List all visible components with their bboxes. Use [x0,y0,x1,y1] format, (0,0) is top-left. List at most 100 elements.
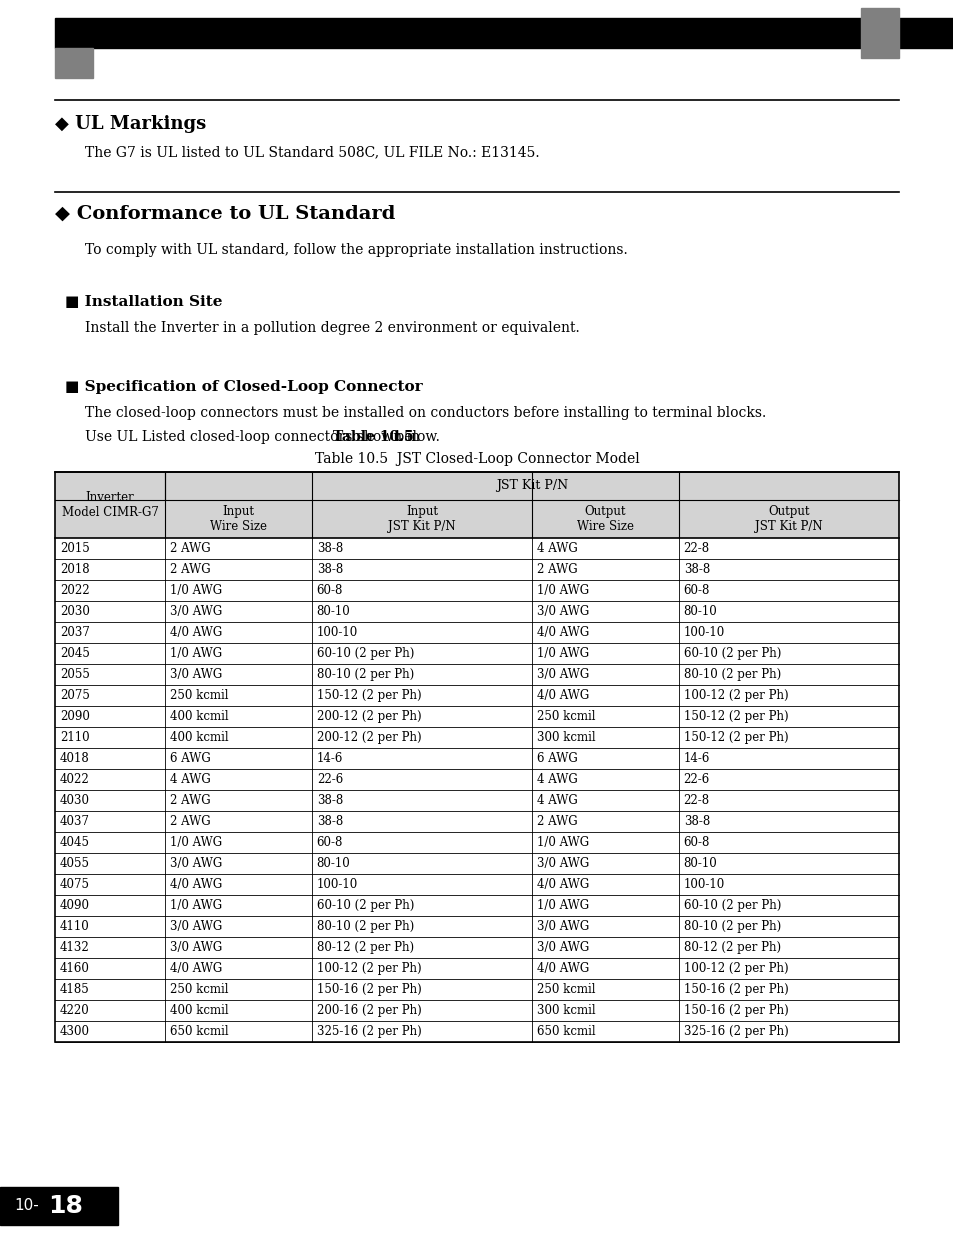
Text: 4/0 AWG: 4/0 AWG [170,962,222,974]
Text: 3/0 AWG: 3/0 AWG [537,941,589,953]
Text: 2 AWG: 2 AWG [170,794,211,806]
Text: 60-8: 60-8 [683,836,709,848]
Text: 2030: 2030 [60,605,90,618]
Text: 4/0 AWG: 4/0 AWG [170,878,222,890]
Text: 3/0 AWG: 3/0 AWG [170,605,222,618]
Text: 14-6: 14-6 [683,752,709,764]
Text: 4/0 AWG: 4/0 AWG [537,878,589,890]
Text: 4/0 AWG: 4/0 AWG [537,689,589,701]
Text: 6 AWG: 6 AWG [537,752,578,764]
Text: JST Kit P/N: JST Kit P/N [496,479,568,493]
Text: Install the Inverter in a pollution degree 2 environment or equivalent.: Install the Inverter in a pollution degr… [85,321,579,335]
Text: 325-16 (2 per Ph): 325-16 (2 per Ph) [316,1025,421,1037]
Text: ◆ Conformance to UL Standard: ◆ Conformance to UL Standard [55,205,395,224]
Text: 80-10 (2 per Ph): 80-10 (2 per Ph) [316,668,414,680]
Text: Input
Wire Size: Input Wire Size [210,505,267,534]
Bar [55,19,953,48]
Text: 2037: 2037 [60,626,90,638]
Text: 400 kcmil: 400 kcmil [170,1004,229,1016]
Text: 80-10: 80-10 [316,857,350,869]
Text: 4090: 4090 [60,899,90,911]
Text: 4030: 4030 [60,794,90,806]
Text: 4055: 4055 [60,857,90,869]
Text: 4160: 4160 [60,962,90,974]
Text: 400 kcmil: 400 kcmil [170,710,229,722]
Text: 80-10: 80-10 [316,605,350,618]
Text: 60-8: 60-8 [316,836,343,848]
Text: Input
JST Kit P/N: Input JST Kit P/N [388,505,456,534]
Text: 150-16 (2 per Ph): 150-16 (2 per Ph) [683,983,787,995]
Text: 100-10: 100-10 [316,878,357,890]
Text: 80-10: 80-10 [683,857,717,869]
Text: 4300: 4300 [60,1025,90,1037]
Bar [55,472,898,500]
Text: 150-16 (2 per Ph): 150-16 (2 per Ph) [316,983,421,995]
Text: 22-6: 22-6 [683,773,709,785]
Text: 4075: 4075 [60,878,90,890]
Text: 3/0 AWG: 3/0 AWG [170,668,222,680]
Text: 2090: 2090 [60,710,90,722]
Text: 2075: 2075 [60,689,90,701]
Text: 3/0 AWG: 3/0 AWG [170,857,222,869]
Text: 4 AWG: 4 AWG [537,773,578,785]
Text: 650 kcmil: 650 kcmil [170,1025,229,1037]
Text: below.: below. [391,430,439,445]
Text: 22-6: 22-6 [316,773,343,785]
Text: 4110: 4110 [60,920,90,932]
Text: 200-16 (2 per Ph): 200-16 (2 per Ph) [316,1004,421,1016]
Text: 150-12 (2 per Ph): 150-12 (2 per Ph) [683,731,787,743]
Text: 650 kcmil: 650 kcmil [537,1025,595,1037]
Text: 60-10 (2 per Ph): 60-10 (2 per Ph) [316,899,414,911]
Text: 250 kcmil: 250 kcmil [170,983,229,995]
Text: 38-8: 38-8 [316,815,343,827]
Bar [0,1187,118,1225]
Text: Table 10.5: Table 10.5 [333,430,414,445]
Text: 80-10 (2 per Ph): 80-10 (2 per Ph) [683,668,781,680]
Text: 100-10: 100-10 [316,626,357,638]
Text: 80-10: 80-10 [683,605,717,618]
Text: 250 kcmil: 250 kcmil [170,689,229,701]
Text: 38-8: 38-8 [316,563,343,576]
Text: 250 kcmil: 250 kcmil [537,983,595,995]
Text: 4185: 4185 [60,983,90,995]
Text: 4 AWG: 4 AWG [537,542,578,555]
Bar [55,48,92,78]
Text: 400 kcmil: 400 kcmil [170,731,229,743]
Text: 2055: 2055 [60,668,90,680]
Text: 10-: 10- [14,1198,39,1214]
Text: 2110: 2110 [60,731,90,743]
Text: 4 AWG: 4 AWG [170,773,211,785]
Text: Inverter
Model CIMR-G7: Inverter Model CIMR-G7 [62,492,158,519]
Text: 60-10 (2 per Ph): 60-10 (2 per Ph) [683,647,781,659]
Text: 4220: 4220 [60,1004,90,1016]
Text: 1/0 AWG: 1/0 AWG [170,584,222,597]
Text: ■ Installation Site: ■ Installation Site [65,295,222,309]
Text: 2018: 2018 [60,563,90,576]
Text: Output
Wire Size: Output Wire Size [577,505,633,534]
Text: 6 AWG: 6 AWG [170,752,211,764]
Text: 3/0 AWG: 3/0 AWG [170,920,222,932]
Text: 4132: 4132 [60,941,90,953]
Text: 100-10: 100-10 [683,626,724,638]
Text: 100-10: 100-10 [683,878,724,890]
Text: 1/0 AWG: 1/0 AWG [170,647,222,659]
Text: 4/0 AWG: 4/0 AWG [170,626,222,638]
Text: 38-8: 38-8 [683,815,709,827]
Text: To comply with UL standard, follow the appropriate installation instructions.: To comply with UL standard, follow the a… [85,243,627,257]
Text: 1/0 AWG: 1/0 AWG [170,899,222,911]
Text: 38-8: 38-8 [316,542,343,555]
Text: 14-6: 14-6 [316,752,343,764]
Text: 18: 18 [48,1194,83,1218]
Text: 250 kcmil: 250 kcmil [537,710,595,722]
Text: 200-12 (2 per Ph): 200-12 (2 per Ph) [316,710,421,722]
Text: 2 AWG: 2 AWG [170,815,211,827]
Text: 1/0 AWG: 1/0 AWG [170,836,222,848]
Text: 2015: 2015 [60,542,90,555]
Text: 100-12 (2 per Ph): 100-12 (2 per Ph) [683,962,787,974]
Text: 4 AWG: 4 AWG [537,794,578,806]
Text: 4022: 4022 [60,773,90,785]
Text: 300 kcmil: 300 kcmil [537,731,595,743]
Text: 3/0 AWG: 3/0 AWG [170,941,222,953]
Text: 60-10 (2 per Ph): 60-10 (2 per Ph) [683,899,781,911]
Text: The G7 is UL listed to UL Standard 508C, UL FILE No.: E13145.: The G7 is UL listed to UL Standard 508C,… [85,144,539,159]
